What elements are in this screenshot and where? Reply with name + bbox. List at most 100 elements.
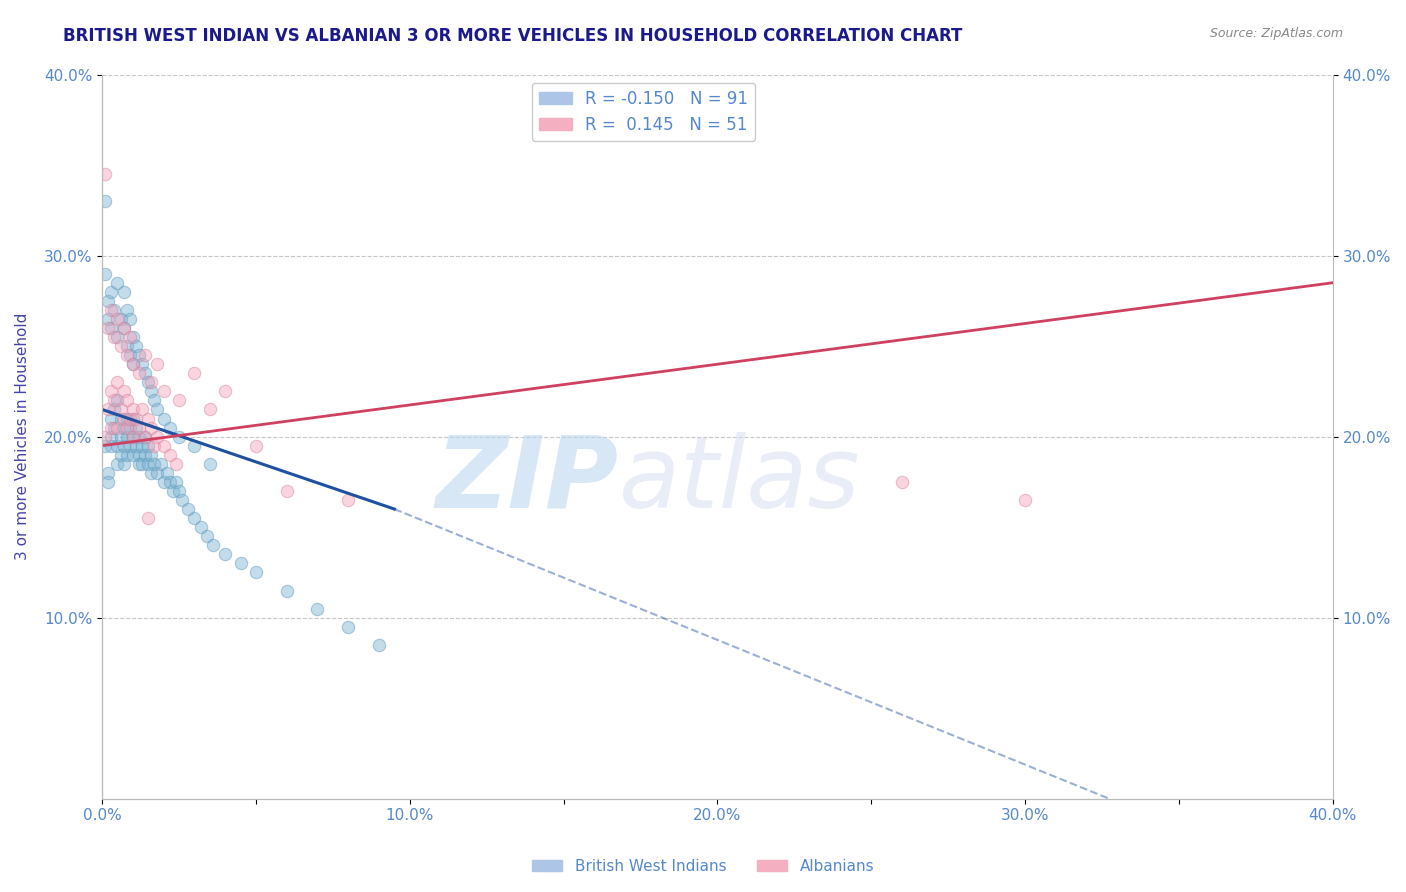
Point <box>100 430 122 444</box>
Point <box>94 439 117 453</box>
Point <box>122 357 145 371</box>
Point <box>136 411 159 425</box>
Point <box>112 285 135 299</box>
Point <box>118 330 141 344</box>
Point <box>183 511 205 525</box>
Point <box>190 520 212 534</box>
Point <box>195 529 218 543</box>
Point <box>110 411 132 425</box>
Point <box>201 538 224 552</box>
Point <box>115 448 138 462</box>
Point <box>115 420 138 434</box>
Point <box>131 457 153 471</box>
Point <box>112 457 135 471</box>
Point <box>245 439 267 453</box>
Y-axis label: 3 or more Vehicles in Household: 3 or more Vehicles in Household <box>15 313 30 560</box>
Point <box>110 448 132 462</box>
Point <box>172 493 194 508</box>
Point <box>100 321 122 335</box>
Point <box>337 620 360 634</box>
Point <box>136 457 159 471</box>
Point <box>103 402 125 417</box>
Point <box>125 411 148 425</box>
Point <box>128 448 150 462</box>
Point <box>165 457 187 471</box>
Point <box>107 420 129 434</box>
Point <box>122 330 145 344</box>
Point <box>100 420 122 434</box>
Point <box>97 321 120 335</box>
Point <box>891 475 914 489</box>
Point <box>115 302 138 317</box>
Point <box>167 483 190 498</box>
Point <box>107 312 129 326</box>
Point <box>159 475 181 489</box>
Point <box>110 402 132 417</box>
Point <box>152 411 174 425</box>
Point <box>165 475 187 489</box>
Text: atlas: atlas <box>619 432 860 529</box>
Point <box>134 366 156 380</box>
Point <box>131 439 153 453</box>
Point <box>143 393 166 408</box>
Point <box>100 285 122 299</box>
Point <box>118 312 141 326</box>
Point <box>159 448 181 462</box>
Point <box>100 384 122 399</box>
Point <box>107 276 129 290</box>
Point <box>107 330 129 344</box>
Point <box>128 457 150 471</box>
Point <box>131 402 153 417</box>
Point <box>103 330 125 344</box>
Point <box>136 376 159 390</box>
Point <box>162 483 184 498</box>
Point <box>307 601 329 615</box>
Point <box>146 357 169 371</box>
Point <box>128 420 150 434</box>
Point <box>100 439 122 453</box>
Point <box>100 302 122 317</box>
Point <box>97 475 120 489</box>
Point <box>97 402 120 417</box>
Point <box>115 348 138 362</box>
Point <box>167 393 190 408</box>
Point <box>141 384 163 399</box>
Point <box>131 357 153 371</box>
Point <box>118 420 141 434</box>
Point <box>167 430 190 444</box>
Point <box>94 430 117 444</box>
Point <box>183 439 205 453</box>
Point <box>149 457 172 471</box>
Point <box>152 384 174 399</box>
Point <box>112 321 135 335</box>
Point <box>100 411 122 425</box>
Point <box>122 430 145 444</box>
Point <box>159 420 181 434</box>
Point <box>103 420 125 434</box>
Point <box>198 457 221 471</box>
Point <box>125 439 148 453</box>
Point <box>134 348 156 362</box>
Point <box>110 430 132 444</box>
Point <box>198 402 221 417</box>
Point <box>152 475 174 489</box>
Point <box>143 457 166 471</box>
Point <box>97 293 120 308</box>
Point <box>118 411 141 425</box>
Point <box>115 393 138 408</box>
Text: Source: ZipAtlas.com: Source: ZipAtlas.com <box>1209 27 1343 40</box>
Point <box>97 466 120 480</box>
Text: ZIP: ZIP <box>436 432 619 529</box>
Point <box>125 420 148 434</box>
Point <box>94 167 117 181</box>
Point <box>122 402 145 417</box>
Point <box>337 493 360 508</box>
Point <box>141 466 163 480</box>
Point <box>94 194 117 209</box>
Point <box>107 376 129 390</box>
Point <box>110 312 132 326</box>
Point <box>143 439 166 453</box>
Point <box>136 439 159 453</box>
Point <box>214 547 236 561</box>
Point <box>112 439 135 453</box>
